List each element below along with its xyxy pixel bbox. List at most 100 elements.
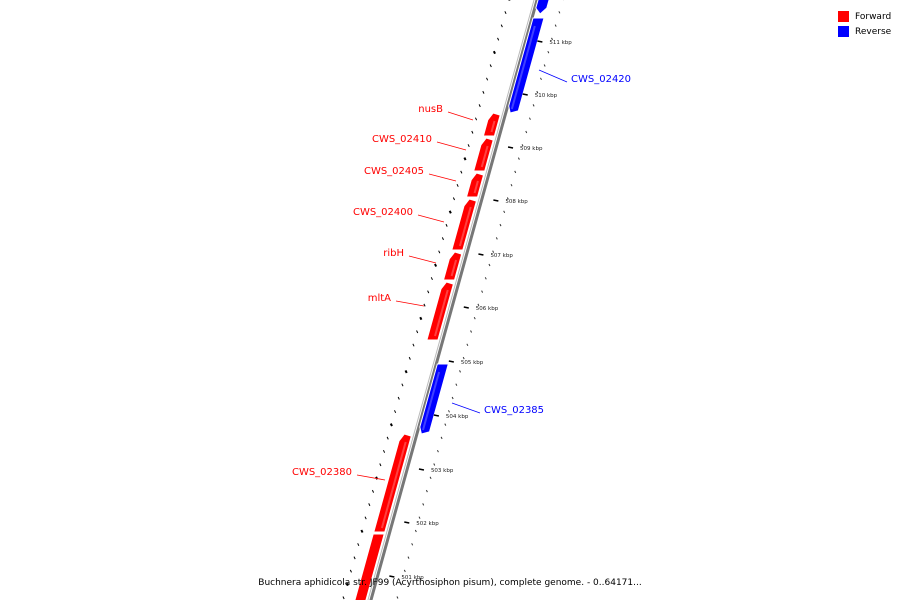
gene-highlight bbox=[450, 259, 458, 277]
scale-dot bbox=[371, 489, 375, 493]
tick-label: 502 kbp bbox=[416, 521, 439, 527]
gene-highlight bbox=[490, 120, 496, 133]
gene-arrow bbox=[419, 363, 449, 435]
gene-arrow bbox=[442, 251, 463, 281]
tick-label: 503 kbp bbox=[431, 468, 454, 474]
gene-leader-line bbox=[538, 69, 568, 83]
gene-highlight bbox=[422, 371, 441, 431]
scale-dot bbox=[532, 104, 535, 107]
gene-leader-line bbox=[395, 300, 425, 307]
scale-dot bbox=[478, 104, 481, 108]
scale-dot bbox=[394, 410, 397, 414]
gene-label: mltA bbox=[368, 293, 391, 304]
scale-dot bbox=[456, 183, 459, 187]
tick-label: 506 kbp bbox=[476, 306, 499, 312]
scale-dot bbox=[345, 582, 349, 587]
scale-dot bbox=[489, 64, 492, 68]
scale-dot bbox=[396, 596, 399, 599]
scale-dot bbox=[497, 37, 500, 41]
scale-dot bbox=[430, 277, 433, 281]
tick-label: 508 kbp bbox=[505, 199, 528, 205]
scale-dot bbox=[436, 449, 439, 453]
legend-reverse-label: Reverse bbox=[855, 26, 892, 37]
tick-mark bbox=[404, 521, 410, 524]
tick-label: 510 kbp bbox=[535, 93, 558, 99]
legend-forward: Forward bbox=[838, 9, 891, 24]
scale-dot bbox=[492, 50, 496, 55]
gene-arrow bbox=[508, 17, 545, 114]
gene-label: CWS_02400 bbox=[353, 207, 413, 218]
scale-dot bbox=[536, 90, 539, 94]
scale-dot bbox=[389, 423, 393, 427]
legend: Forward Reverse bbox=[838, 9, 891, 39]
scale-dot bbox=[427, 290, 430, 294]
genome-caption: Buchnera aphidicola str. JF99 (Acyrthosi… bbox=[258, 578, 642, 588]
scale-dot bbox=[368, 503, 371, 507]
gene-leader-line bbox=[408, 255, 437, 264]
gene-arrow-partial bbox=[535, 0, 550, 15]
gene-leader-line bbox=[436, 141, 467, 151]
reverse-swatch bbox=[838, 26, 849, 37]
scale-dot bbox=[444, 423, 447, 426]
tick-label: 507 kbp bbox=[490, 253, 513, 259]
scale-dot bbox=[423, 303, 426, 307]
scale-dot bbox=[419, 316, 423, 321]
gene-arrow-partial bbox=[354, 533, 385, 600]
scale-dot bbox=[506, 197, 509, 200]
scale-dot bbox=[470, 330, 472, 333]
scale-dot bbox=[349, 569, 352, 573]
gene-highlight bbox=[458, 206, 472, 247]
tick-mark bbox=[418, 468, 425, 471]
scale-dot bbox=[508, 0, 511, 1]
scale-dot bbox=[397, 396, 400, 400]
tick-label: 505 kbp bbox=[461, 360, 484, 366]
tick-mark bbox=[433, 414, 440, 417]
scale-dot bbox=[353, 556, 356, 560]
tick-mark bbox=[389, 575, 395, 578]
scale-dot bbox=[416, 330, 419, 334]
scale-dot bbox=[440, 436, 443, 440]
tick-label: 509 kbp bbox=[520, 146, 543, 152]
tick-mark bbox=[463, 306, 469, 309]
scale-dot bbox=[492, 250, 495, 253]
scale-dot bbox=[484, 277, 487, 280]
tick-label: 511 kbp bbox=[549, 40, 572, 46]
gene-highlight bbox=[434, 289, 449, 337]
legend-reverse: Reverse bbox=[838, 24, 891, 39]
scale-dot bbox=[401, 383, 404, 387]
scale-dot bbox=[477, 303, 480, 307]
tick-mark bbox=[537, 40, 543, 43]
scale-dot bbox=[499, 223, 502, 227]
tick-mark bbox=[493, 199, 499, 202]
scale-dot bbox=[418, 516, 421, 519]
scale-dot bbox=[471, 130, 474, 134]
scale-dot bbox=[481, 290, 484, 293]
gene-leader-line bbox=[356, 474, 386, 481]
scale-dot bbox=[551, 37, 553, 41]
scale-dot bbox=[422, 503, 425, 506]
scale-dot bbox=[463, 157, 467, 161]
scale-dot bbox=[448, 410, 450, 413]
scale-dot bbox=[407, 556, 410, 559]
scale-dot bbox=[448, 210, 452, 214]
gene-leader-line bbox=[428, 173, 457, 182]
gene-arrow bbox=[482, 112, 501, 137]
scale-dot bbox=[342, 596, 345, 600]
tick-mark bbox=[507, 146, 514, 149]
gene-arrow bbox=[473, 137, 494, 172]
backbone-line bbox=[369, 0, 539, 600]
scale-dot bbox=[379, 463, 382, 467]
scale-dot bbox=[558, 11, 561, 14]
scale-dot bbox=[429, 476, 432, 480]
gene-arrow bbox=[426, 281, 455, 341]
scale-dot bbox=[495, 237, 498, 240]
scale-dot bbox=[466, 343, 469, 347]
scale-dot bbox=[486, 77, 489, 81]
scale-dot bbox=[504, 11, 507, 15]
scale-dot bbox=[408, 356, 411, 360]
gene-leader-line bbox=[447, 111, 474, 121]
scale-dot bbox=[482, 90, 485, 94]
scale-dot bbox=[357, 543, 360, 547]
scale-dot bbox=[360, 529, 364, 533]
